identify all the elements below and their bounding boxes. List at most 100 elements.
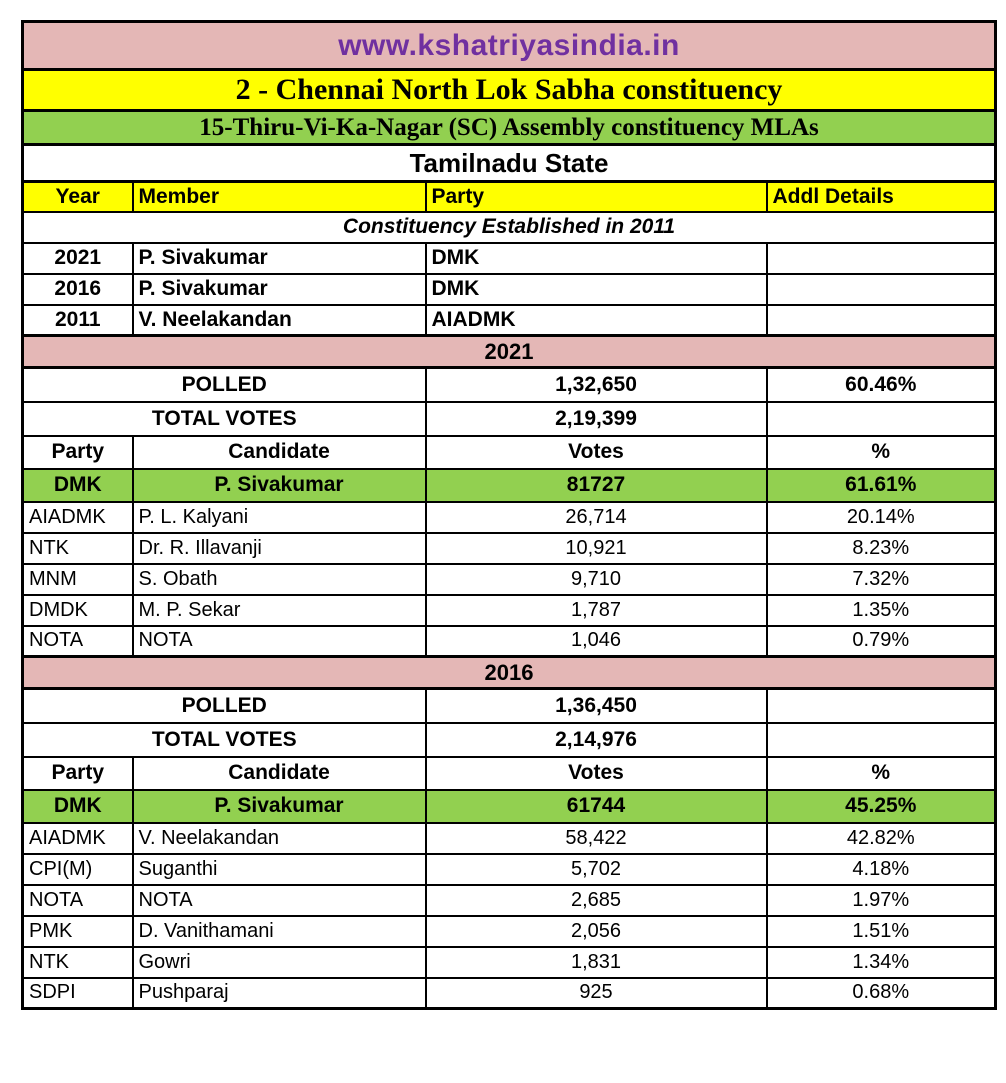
header-party: Party: [424, 180, 768, 213]
winner-row-2016: DMK P. Sivakumar 61744 45.25%: [21, 788, 997, 824]
section-year-label: 2021: [21, 334, 997, 369]
candidate-votes: 925: [424, 976, 768, 1010]
candidate-row: NTK Dr. R. Illavanji 10,921 8.23%: [21, 531, 997, 565]
candidate-votes: 26,714: [424, 500, 768, 534]
total-votes-row-2016: TOTAL VOTES 2,14,976: [21, 721, 997, 758]
results-header-party: Party: [21, 434, 134, 470]
candidate-name: Suganthi: [131, 852, 427, 886]
winner-votes: 81727: [424, 467, 768, 503]
candidate-votes: 2,685: [424, 883, 768, 917]
winner-candidate: P. Sivakumar: [131, 467, 427, 503]
candidate-pct: 1.34%: [765, 945, 997, 979]
candidate-name: M. P. Sekar: [131, 593, 427, 627]
candidate-pct: 20.14%: [765, 500, 997, 534]
site-banner-row: www.kshatriyasindia.in: [21, 20, 997, 71]
candidate-row: NOTA NOTA 2,685 1.97%: [21, 883, 997, 917]
candidate-votes: 1,046: [424, 624, 768, 658]
candidate-party: AIADMK: [21, 500, 134, 534]
constituency-note: Constituency Established in 2011: [21, 210, 997, 244]
mla-party: DMK: [424, 272, 768, 306]
mla-year: 2021: [21, 241, 134, 275]
results-header-pct: %: [765, 755, 997, 791]
lok-sabha-title: 2 - Chennai North Lok Sabha constituency: [21, 68, 997, 112]
mla-member: P. Sivakumar: [131, 241, 427, 275]
winner-pct: 45.25%: [765, 788, 997, 824]
mla-party: AIADMK: [424, 303, 768, 337]
polled-pct: [765, 687, 997, 724]
total-votes-pct: [765, 721, 997, 758]
site-url-link[interactable]: www.kshatriyasindia.in: [21, 20, 997, 71]
total-votes-label: TOTAL VOTES: [21, 400, 427, 437]
section-header-2016: 2016: [21, 655, 997, 690]
section-header-2021: 2021: [21, 334, 997, 369]
winner-votes: 61744: [424, 788, 768, 824]
candidate-name: S. Obath: [131, 562, 427, 596]
candidate-row: AIADMK V. Neelakandan 58,422 42.82%: [21, 821, 997, 855]
candidate-row: AIADMK P. L. Kalyani 26,714 20.14%: [21, 500, 997, 534]
candidate-name: Dr. R. Illavanji: [131, 531, 427, 565]
candidate-votes: 9,710: [424, 562, 768, 596]
assembly-title: 15-Thiru-Vi-Ka-Nagar (SC) Assembly const…: [21, 109, 997, 146]
polled-row-2016: POLLED 1,36,450: [21, 687, 997, 724]
mla-addl: [765, 241, 997, 275]
winner-pct: 61.61%: [765, 467, 997, 503]
candidate-votes: 1,787: [424, 593, 768, 627]
polled-pct: 60.46%: [765, 366, 997, 403]
candidate-party: PMK: [21, 914, 134, 948]
candidate-pct: 1.51%: [765, 914, 997, 948]
candidate-row: DMDK M. P. Sekar 1,787 1.35%: [21, 593, 997, 627]
candidate-party: NTK: [21, 945, 134, 979]
candidate-name: V. Neelakandan: [131, 821, 427, 855]
candidate-party: CPI(M): [21, 852, 134, 886]
candidate-pct: 1.35%: [765, 593, 997, 627]
mla-addl: [765, 303, 997, 337]
total-votes-pct: [765, 400, 997, 437]
candidate-name: NOTA: [131, 883, 427, 917]
candidate-name: Pushparaj: [131, 976, 427, 1010]
section-year-label: 2016: [21, 655, 997, 690]
results-header-candidate: Candidate: [131, 434, 427, 470]
header-member: Member: [131, 180, 427, 213]
mla-year: 2016: [21, 272, 134, 306]
mla-party: DMK: [424, 241, 768, 275]
total-votes-value: 2,19,399: [424, 400, 768, 437]
assembly-title-row: 15-Thiru-Vi-Ka-Nagar (SC) Assembly const…: [21, 109, 997, 146]
header-year: Year: [21, 180, 134, 213]
winner-candidate: P. Sivakumar: [131, 788, 427, 824]
polled-row-2021: POLLED 1,32,650 60.46%: [21, 366, 997, 403]
state-title-row: Tamilnadu State: [21, 143, 997, 183]
polled-value: 1,32,650: [424, 366, 768, 403]
candidate-row: NOTA NOTA 1,046 0.79%: [21, 624, 997, 658]
mla-row: 2021 P. Sivakumar DMK: [21, 241, 997, 275]
candidate-name: Gowri: [131, 945, 427, 979]
candidate-party: MNM: [21, 562, 134, 596]
results-header-pct: %: [765, 434, 997, 470]
candidate-pct: 1.97%: [765, 883, 997, 917]
mla-row: 2011 V. Neelakandan AIADMK: [21, 303, 997, 337]
candidate-row: NTK Gowri 1,831 1.34%: [21, 945, 997, 979]
total-votes-label: TOTAL VOTES: [21, 721, 427, 758]
mla-row: 2016 P. Sivakumar DMK: [21, 272, 997, 306]
header-addl-details: Addl Details: [765, 180, 997, 213]
candidate-pct: 8.23%: [765, 531, 997, 565]
candidate-party: NOTA: [21, 883, 134, 917]
candidate-row: CPI(M) Suganthi 5,702 4.18%: [21, 852, 997, 886]
candidate-pct: 7.32%: [765, 562, 997, 596]
winner-party: DMK: [21, 467, 134, 503]
candidate-votes: 10,921: [424, 531, 768, 565]
results-header-row-2021: Party Candidate Votes %: [21, 434, 997, 470]
candidate-pct: 0.79%: [765, 624, 997, 658]
mla-member: P. Sivakumar: [131, 272, 427, 306]
state-title: Tamilnadu State: [21, 143, 997, 183]
candidate-pct: 42.82%: [765, 821, 997, 855]
candidate-party: SDPI: [21, 976, 134, 1010]
candidate-votes: 2,056: [424, 914, 768, 948]
polled-label: POLLED: [21, 687, 427, 724]
winner-party: DMK: [21, 788, 134, 824]
lok-sabha-title-row: 2 - Chennai North Lok Sabha constituency: [21, 68, 997, 112]
candidate-row: PMK D. Vanithamani 2,056 1.51%: [21, 914, 997, 948]
candidate-name: NOTA: [131, 624, 427, 658]
winner-row-2021: DMK P. Sivakumar 81727 61.61%: [21, 467, 997, 503]
election-results-table: www.kshatriyasindia.in 2 - Chennai North…: [21, 20, 998, 1010]
candidate-name: D. Vanithamani: [131, 914, 427, 948]
